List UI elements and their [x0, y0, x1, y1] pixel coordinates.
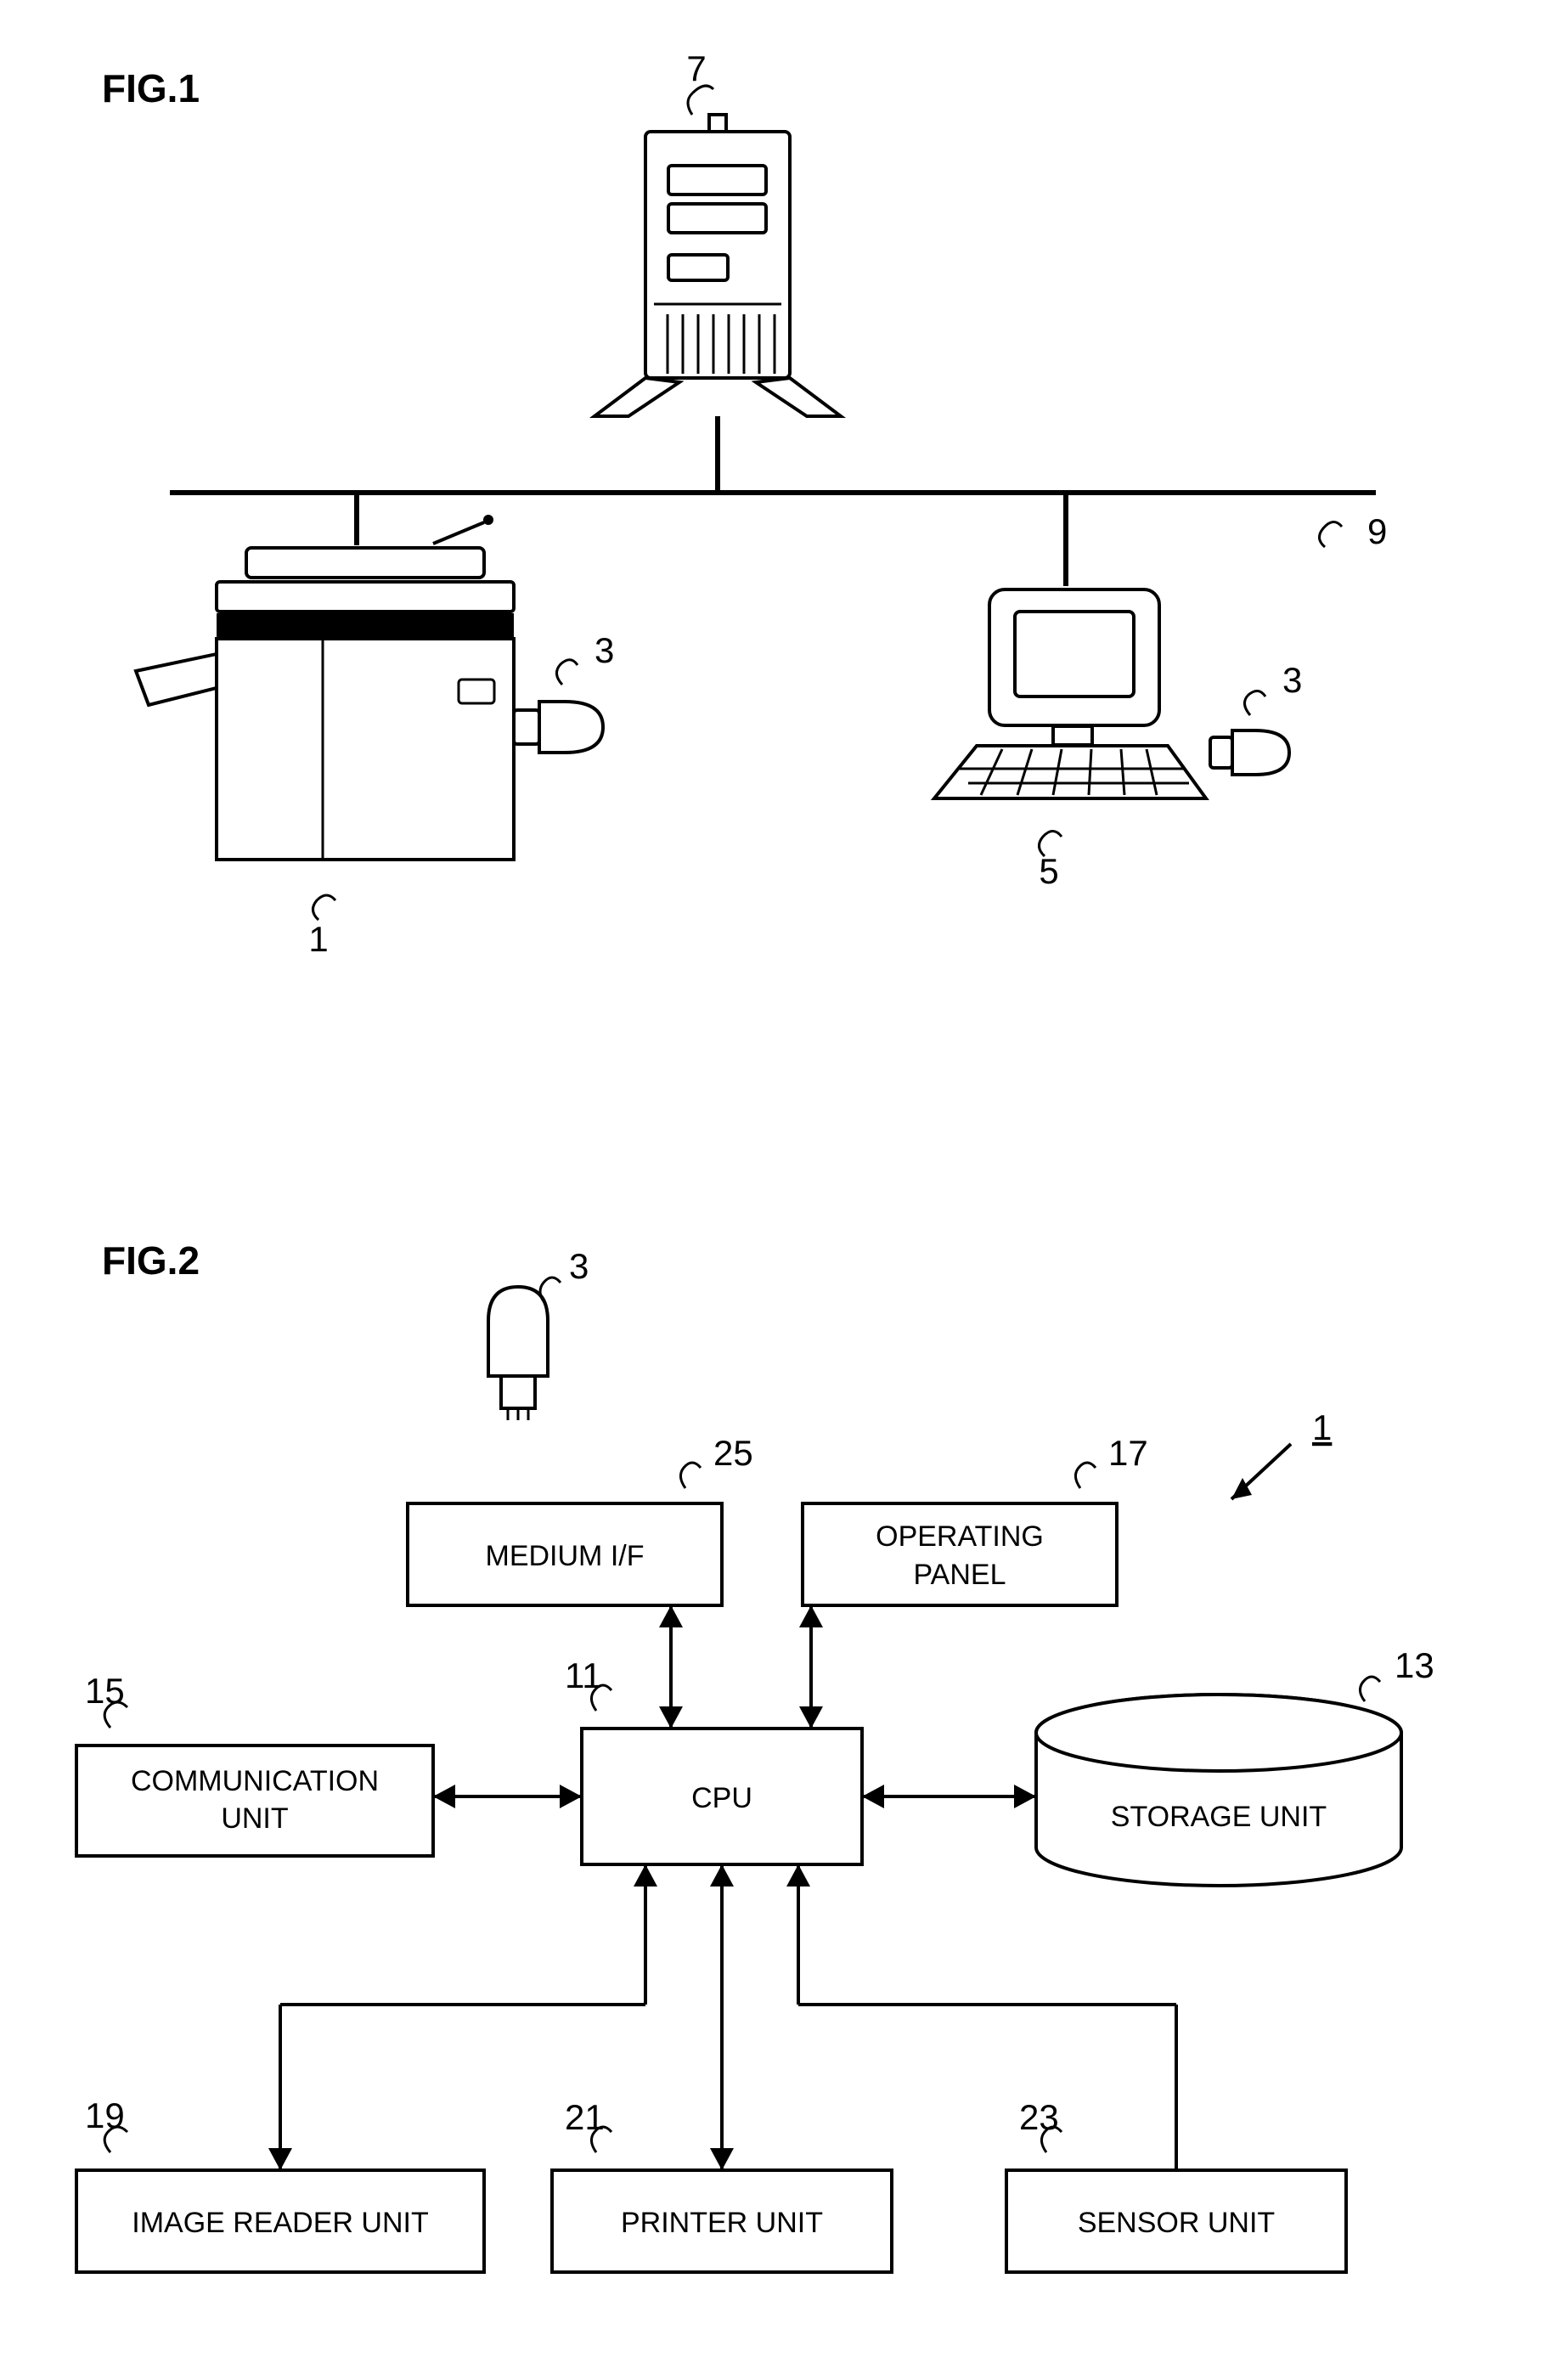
usb-icon-fig2 — [488, 1287, 548, 1420]
ref-sensor: 23 — [1019, 2097, 1059, 2137]
svg-text:1: 1 — [1312, 1407, 1332, 1447]
diagram-canvas: FIG.1 7 — [0, 0, 1544, 2380]
block-storage-unit: STORAGE UNIT — [1036, 1695, 1401, 1886]
ref-printer: 21 — [565, 2097, 605, 2137]
svg-text:MEDIUM I/F: MEDIUM I/F — [486, 1540, 645, 1572]
ref-network: 9 — [1367, 511, 1387, 551]
block-sensor-unit: SENSOR UNIT — [1006, 2170, 1346, 2272]
arrow-medium-cpu — [659, 1605, 683, 1729]
svg-text:STORAGE UNIT: STORAGE UNIT — [1111, 1801, 1327, 1833]
arrow-comm-cpu — [433, 1785, 582, 1808]
arrow-ref-1: 1 — [1231, 1407, 1332, 1499]
arrow-cpu-sensor — [786, 1864, 1176, 2170]
block-printer-unit: PRINTER UNIT — [552, 2170, 892, 2272]
block-operating-panel: OPERATING PANEL — [803, 1503, 1117, 1605]
block-image-reader: IMAGE READER UNIT — [76, 2170, 484, 2272]
arrow-cpu-storage — [862, 1785, 1036, 1808]
arrow-cpu-printer — [710, 1864, 734, 2170]
server-icon — [594, 115, 841, 416]
svg-text:SENSOR UNIT: SENSOR UNIT — [1078, 2207, 1275, 2239]
ref-cpu: 11 — [565, 1655, 602, 1695]
pc-icon — [934, 589, 1206, 798]
svg-text:COMMUNICATION: COMMUNICATION — [131, 1765, 379, 1797]
svg-text:CPU: CPU — [691, 1782, 752, 1814]
arrow-op-cpu — [799, 1605, 823, 1729]
block-communication-unit: COMMUNICATION UNIT — [76, 1746, 433, 1856]
usb-icon-left — [514, 702, 603, 753]
ref-usb-fig2: 3 — [569, 1246, 589, 1286]
ref-comm: 15 — [85, 1671, 125, 1711]
leader-line — [688, 86, 713, 115]
usb-icon-right — [1210, 730, 1289, 775]
svg-text:IMAGE READER UNIT: IMAGE READER UNIT — [132, 2207, 428, 2239]
figure-2: FIG.2 1 3 MEDIUM I/F 25 OPERATING — [76, 1238, 1434, 2272]
ref-medium-if: 25 — [713, 1433, 753, 1473]
mfp-icon — [136, 515, 514, 860]
fig1-title: FIG.1 — [102, 66, 200, 110]
ref-server: 7 — [686, 48, 706, 88]
ref-usb-right: 3 — [1282, 660, 1302, 700]
ref-usb-left: 3 — [594, 630, 614, 670]
ref-mfp: 1 — [308, 919, 328, 959]
ref-storage: 13 — [1395, 1645, 1434, 1685]
block-cpu: CPU — [582, 1729, 862, 1864]
figure-1: FIG.1 7 — [102, 48, 1387, 959]
svg-text:PRINTER UNIT: PRINTER UNIT — [621, 2207, 823, 2239]
svg-text:PANEL: PANEL — [914, 1559, 1006, 1591]
svg-text:UNIT: UNIT — [221, 1802, 288, 1835]
ref-reader: 19 — [85, 2095, 125, 2135]
svg-text:OPERATING: OPERATING — [876, 1520, 1044, 1553]
ref-op-panel: 17 — [1108, 1433, 1148, 1473]
fig2-title: FIG.2 — [102, 1238, 200, 1283]
ref-pc: 5 — [1039, 851, 1058, 891]
block-medium-if: MEDIUM I/F — [408, 1503, 722, 1605]
